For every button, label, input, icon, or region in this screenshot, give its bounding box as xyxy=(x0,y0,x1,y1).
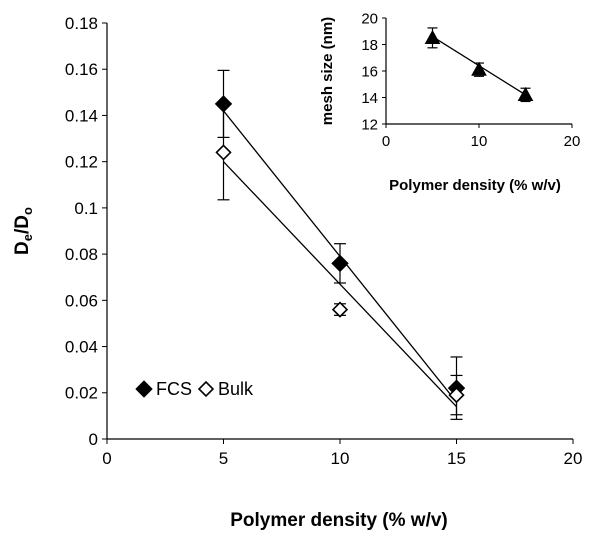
inset-y-tick-label: 18 xyxy=(361,37,378,54)
main-y-tick-label: 0.04 xyxy=(65,338,98,357)
legend: FCS Bulk xyxy=(135,379,254,399)
inset-chart: 12 14 16 18 20 0 10 20 Polymer density (% w/v) me… xyxy=(319,10,580,194)
main-y-tick-label: 0.06 xyxy=(65,291,98,310)
inset-x-tick-label: 10 xyxy=(471,133,488,150)
inset-data-point xyxy=(517,86,534,101)
inset-x-axis-title: Polymer density (% w/v) xyxy=(389,177,561,194)
inset-y-tick-label: 20 xyxy=(361,10,378,27)
inset-y-tick-label: 16 xyxy=(361,63,378,80)
legend-marker-fcs xyxy=(135,380,153,398)
main-fit-line xyxy=(223,161,457,408)
main-y-tick-label: 0.12 xyxy=(65,153,98,172)
main-chart: 0 0.02 0.04 0.06 0.08 0.1 0.12 0.14 0.16 0.18 0 5 10… xyxy=(12,14,582,531)
legend-marker-bulk xyxy=(197,380,215,398)
main-x-axis-title: Polymer density (% w/v) xyxy=(230,510,448,531)
main-series-fcs xyxy=(214,69,466,420)
main-x-tick-label: 10 xyxy=(331,449,350,468)
legend-label-fcs: FCS xyxy=(156,379,192,399)
main-data-point xyxy=(331,254,349,273)
main-y-tick-label: 0.18 xyxy=(65,14,98,33)
main-x-tick-label: 0 xyxy=(102,449,111,468)
main-x-tick-label: 20 xyxy=(564,449,583,468)
inset-x-tick-label: 0 xyxy=(382,133,390,150)
inset-y-tick-label: 12 xyxy=(361,116,378,133)
inset-series-0 xyxy=(424,27,534,103)
main-y-tick-label: 0.16 xyxy=(65,60,98,79)
main-y-tick-label: 0.1 xyxy=(74,199,98,218)
main-x-tick-label: 15 xyxy=(447,449,466,468)
main-data-point xyxy=(331,301,349,318)
inset-y-axis-title: mesh size (nm) xyxy=(319,17,336,125)
main-y-axis-title: De/Do xyxy=(12,207,35,255)
inset-data-point xyxy=(424,29,441,44)
inset-x-tick-label: 20 xyxy=(564,133,581,150)
main-series-bulk xyxy=(215,104,465,416)
main-y-tick-label: 0 xyxy=(89,430,98,449)
inset-y-tick-label: 14 xyxy=(361,90,378,107)
main-y-tick-label: 0.14 xyxy=(65,106,98,125)
legend-label-bulk: Bulk xyxy=(218,379,254,399)
main-y-tick-label: 0.02 xyxy=(65,384,98,403)
main-x-tick-label: 5 xyxy=(219,449,228,468)
main-data-point xyxy=(448,386,465,404)
main-data-point xyxy=(215,144,232,161)
main-y-tick-label: 0.08 xyxy=(65,245,98,264)
inset-data-point xyxy=(471,61,487,76)
